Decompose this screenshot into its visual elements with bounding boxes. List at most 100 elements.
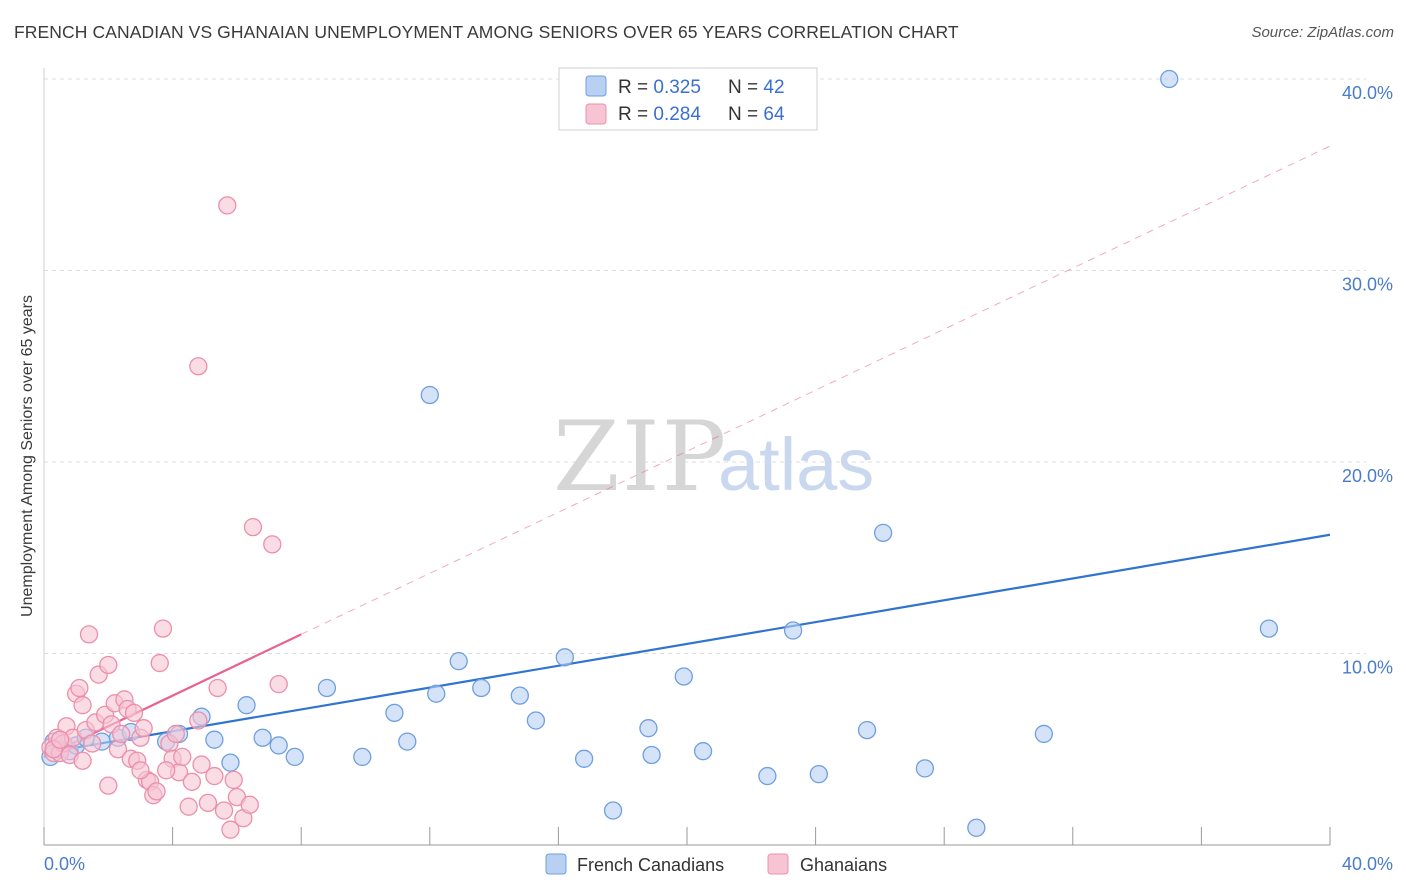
svg-text:N = 42: N = 42 <box>728 77 785 98</box>
y-tick-label-20: 20.0% <box>1342 466 1393 486</box>
axes <box>43 68 1331 846</box>
point-french-canadians-33 <box>693 742 713 761</box>
point-ghanaians-63 <box>157 761 176 780</box>
legend-n-value-1: 64 <box>763 104 785 125</box>
bottom-legend-swatch-ghanaians <box>767 853 789 875</box>
point-french-canadians-20 <box>385 703 404 723</box>
bottom-legend: French Canadians Ghanaians <box>545 853 887 875</box>
watermark-zip: ZIP <box>553 401 728 513</box>
point-ghanaians-47 <box>214 801 234 820</box>
point-french-canadians-19 <box>353 747 372 767</box>
point-french-canadians-39 <box>915 759 935 778</box>
y-tick-label-10: 10.0% <box>1342 658 1393 678</box>
watermark-atlas: atlas <box>718 423 874 506</box>
point-ghanaians-54 <box>263 535 282 554</box>
watermark: ZIP atlas <box>553 401 874 513</box>
point-ghanaians-21 <box>112 724 131 744</box>
svg-text:N = 64: N = 64 <box>728 104 785 125</box>
legend-n-label-0: N = <box>728 77 763 98</box>
point-ghanaians-37 <box>166 724 185 744</box>
point-ghanaians-42 <box>189 711 208 730</box>
point-french-canadians-32 <box>674 667 693 686</box>
point-ghanaians-48 <box>221 820 240 839</box>
point-french-canadians-24 <box>472 678 491 698</box>
point-ghanaians-60 <box>73 751 92 770</box>
y-tick-label-30: 30.0% <box>1342 275 1393 295</box>
point-french-canadians-16 <box>269 736 288 755</box>
legend-n-label-1: N = <box>728 104 763 125</box>
point-french-canadians-23 <box>449 652 468 671</box>
point-ghanaians-52 <box>240 795 259 814</box>
point-ghanaians-61 <box>99 776 118 795</box>
point-ghanaians-49 <box>224 770 243 790</box>
y-tick-label-40: 40.0% <box>1342 83 1393 103</box>
point-ghanaians-53 <box>243 517 263 537</box>
legend-r-value-1: 0.284 <box>653 104 701 125</box>
legend-r-label-0: R = <box>618 77 653 98</box>
bottom-legend-label-french-canadians: French Canadians <box>577 855 724 875</box>
point-ghanaians-43 <box>192 755 211 774</box>
point-french-canadians-38 <box>873 523 893 543</box>
legend-swatch-french-canadians <box>585 75 607 97</box>
point-french-canadians-36 <box>809 764 828 784</box>
point-french-canadians-12 <box>205 730 224 749</box>
point-french-canadians-40 <box>967 818 986 837</box>
x-tick-label-min: 0.0% <box>44 854 85 874</box>
point-french-canadians-15 <box>253 728 272 747</box>
point-ghanaians-59 <box>50 730 70 749</box>
tick-labels: 10.0% 20.0% 30.0% 40.0% 0.0% 40.0% <box>44 83 1393 874</box>
grid-lines <box>44 78 1366 654</box>
point-ghanaians-39 <box>173 747 192 767</box>
point-french-canadians-26 <box>526 711 546 730</box>
legend-r-value-0: 0.325 <box>653 77 701 98</box>
trend-line-extended-ghanaians <box>300 145 1331 635</box>
point-ghanaians-46 <box>208 678 227 698</box>
legend-swatch-ghanaians <box>585 103 607 125</box>
point-french-canadians-31 <box>642 745 661 765</box>
point-ghanaians-28 <box>134 719 153 738</box>
point-ghanaians-32 <box>147 782 166 801</box>
point-ghanaians-10 <box>73 696 92 715</box>
point-ghanaians-17 <box>99 655 118 675</box>
bottom-legend-label-ghanaians: Ghanaians <box>800 855 887 875</box>
point-french-canadians-43 <box>1259 619 1279 638</box>
point-french-canadians-17 <box>285 747 304 767</box>
point-french-canadians-13 <box>221 753 240 772</box>
point-french-canadians-44 <box>420 385 439 405</box>
point-ghanaians-44 <box>198 793 218 813</box>
point-ghanaians-40 <box>179 797 198 816</box>
point-french-canadians-42 <box>1160 69 1179 89</box>
point-ghanaians-34 <box>153 619 173 638</box>
point-french-canadians-28 <box>574 749 594 768</box>
point-french-canadians-27 <box>555 648 574 667</box>
point-french-canadians-35 <box>783 621 803 640</box>
chart-title: FRENCH CANADIAN VS GHANAIAN UNEMPLOYMENT… <box>14 22 959 42</box>
svg-text:R = 0.284: R = 0.284 <box>618 104 701 125</box>
point-french-canadians-37 <box>857 720 877 740</box>
bottom-legend-swatch-french-canadians <box>545 853 567 875</box>
source-label: Source: ZipAtlas.com <box>1251 24 1394 41</box>
point-french-canadians-29 <box>603 801 623 820</box>
point-ghanaians-9 <box>70 678 89 698</box>
point-ghanaians-45 <box>205 766 224 786</box>
x-tick-label-max: 40.0% <box>1342 854 1393 874</box>
point-french-canadians-34 <box>758 766 777 786</box>
point-french-canadians-18 <box>317 678 337 698</box>
point-french-canadians-30 <box>639 719 658 738</box>
point-ghanaians-62 <box>131 761 150 780</box>
point-ghanaians-41 <box>182 772 202 791</box>
point-ghanaians-33 <box>150 653 169 673</box>
legend-n-value-0: 42 <box>763 77 784 98</box>
svg-text:R = 0.325: R = 0.325 <box>618 77 701 98</box>
data-points <box>41 69 1279 839</box>
point-french-canadians-25 <box>510 686 529 705</box>
point-ghanaians-12 <box>79 625 99 644</box>
point-french-canadians-14 <box>237 696 256 715</box>
legend-r-label-1: R = <box>618 104 653 125</box>
point-ghanaians-25 <box>124 703 144 723</box>
point-ghanaians-57 <box>218 196 237 215</box>
trend-line-french-canadians <box>43 533 1331 755</box>
point-ghanaians-13 <box>83 734 102 753</box>
point-french-canadians-21 <box>398 732 417 751</box>
